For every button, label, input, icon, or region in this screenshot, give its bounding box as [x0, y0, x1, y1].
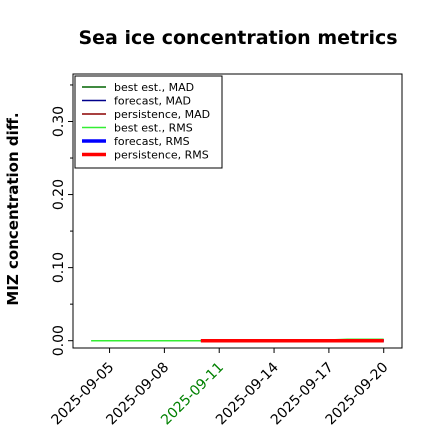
- legend-label-0: best est., MAD: [114, 81, 194, 94]
- legend-label-5: persistence, RMS: [114, 149, 209, 162]
- axes-frame: [72, 73, 403, 349]
- plot-area: 0.000.100.200.302025-09-052025-09-082025…: [49, 73, 403, 428]
- legend-label-1: forecast, MAD: [114, 95, 191, 108]
- legend-label-3: best est., RMS: [114, 122, 193, 135]
- y-tick-label-3: 0.30: [51, 106, 67, 137]
- y-tick-label-2: 0.20: [51, 179, 67, 210]
- y-tick-label-1: 0.10: [51, 252, 67, 283]
- legend-box: [74, 75, 223, 169]
- legend-label-4: forecast, RMS: [114, 135, 190, 148]
- chart-title: Sea ice concentration metrics: [78, 27, 397, 49]
- y-tick-label-0: 0.00: [51, 325, 67, 356]
- legend-label-2: persistence, MAD: [114, 108, 210, 121]
- y-axis-label: MIZ concentration diff.: [4, 112, 22, 305]
